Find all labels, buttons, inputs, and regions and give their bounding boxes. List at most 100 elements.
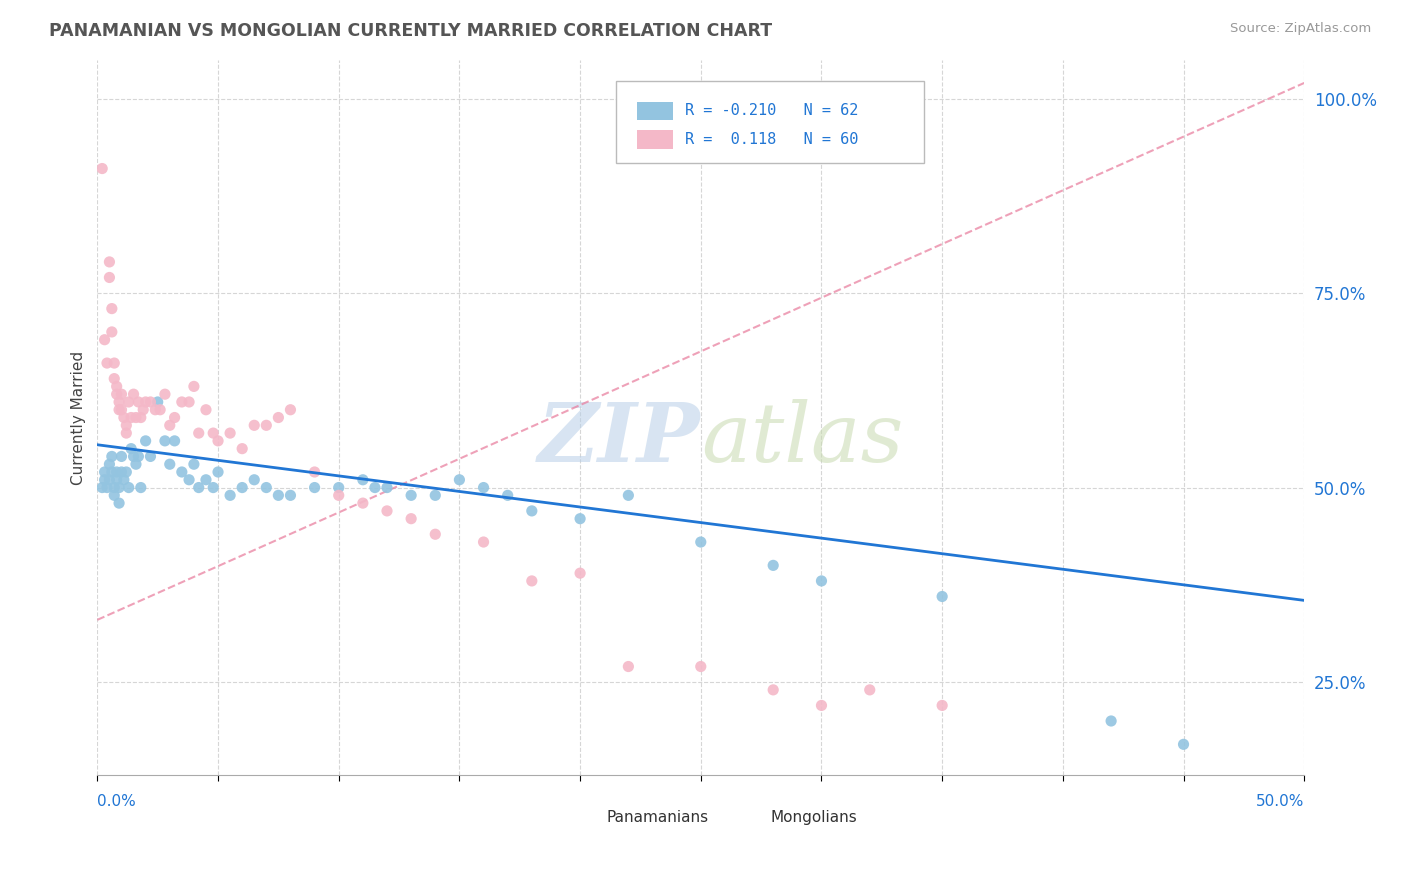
Point [118, 395, 141, 409]
Point [132, 402, 155, 417]
Point [254, 481, 277, 495]
Point [569, 511, 592, 525]
Point [931, 590, 953, 604]
Point [449, 473, 471, 487]
Point [98, 473, 121, 487]
Point [183, 457, 205, 471]
Point [93, 465, 115, 479]
Point [267, 410, 290, 425]
Point [762, 558, 785, 573]
Point [177, 473, 200, 487]
Point [194, 402, 217, 417]
Point [219, 488, 242, 502]
Point [115, 465, 138, 479]
Point [931, 698, 953, 713]
Point [96, 356, 118, 370]
Point [328, 481, 350, 495]
Point [254, 418, 277, 433]
Point [280, 402, 302, 417]
Point [207, 465, 229, 479]
Point [617, 488, 640, 502]
Text: 50.0%: 50.0% [1256, 794, 1305, 809]
Bar [637, 130, 673, 149]
Point [689, 659, 711, 673]
Point [304, 481, 326, 495]
Text: Panamanians: Panamanians [606, 810, 709, 825]
Point [103, 356, 125, 370]
Point [125, 457, 148, 471]
Point [93, 333, 115, 347]
Point [352, 496, 374, 510]
Point [762, 682, 785, 697]
Point [520, 504, 543, 518]
Point [352, 473, 374, 487]
Point [219, 426, 242, 441]
Point [243, 473, 266, 487]
Text: Source: ZipAtlas.com: Source: ZipAtlas.com [1230, 22, 1371, 36]
Point [110, 387, 132, 401]
FancyBboxPatch shape [616, 81, 924, 163]
Point [859, 682, 882, 697]
Point [135, 434, 157, 448]
Point [110, 402, 132, 417]
Point [194, 473, 217, 487]
Point [146, 395, 169, 409]
Point [810, 574, 832, 588]
Point [122, 450, 145, 464]
Point [159, 457, 181, 471]
Point [101, 325, 124, 339]
Text: 0.0%: 0.0% [97, 794, 136, 809]
Text: R = -0.210   N = 62: R = -0.210 N = 62 [685, 103, 859, 118]
Point [129, 481, 152, 495]
Point [125, 410, 148, 425]
Point [110, 450, 132, 464]
Y-axis label: Currently Married: Currently Married [72, 351, 86, 484]
Point [1099, 714, 1122, 728]
Point [153, 434, 176, 448]
Point [120, 410, 142, 425]
Point [98, 457, 121, 471]
Point [207, 434, 229, 448]
Point [103, 371, 125, 385]
Point [105, 379, 128, 393]
Bar [737, 811, 763, 827]
Point [202, 481, 225, 495]
Point [127, 395, 149, 409]
Point [143, 402, 166, 417]
Point [375, 504, 398, 518]
Point [98, 270, 121, 285]
Point [101, 465, 124, 479]
Text: Mongolians: Mongolians [770, 810, 858, 825]
Point [231, 442, 253, 456]
Point [520, 574, 543, 588]
Point [105, 465, 128, 479]
Point [170, 465, 193, 479]
Point [569, 566, 592, 581]
Point [91, 481, 114, 495]
Point [93, 473, 115, 487]
Text: ZIP: ZIP [538, 399, 700, 479]
Point [120, 442, 142, 456]
Point [159, 418, 181, 433]
Point [170, 395, 193, 409]
Point [163, 410, 186, 425]
Point [91, 161, 114, 176]
Point [105, 473, 128, 487]
Point [103, 481, 125, 495]
Point [183, 379, 205, 393]
Bar [637, 102, 673, 120]
Point [496, 488, 519, 502]
Point [98, 255, 121, 269]
Point [689, 535, 711, 549]
Point [187, 426, 209, 441]
Point [810, 698, 832, 713]
Point [149, 402, 172, 417]
Point [153, 387, 176, 401]
Point [243, 418, 266, 433]
Point [139, 395, 162, 409]
Point [1173, 737, 1195, 751]
Point [177, 395, 200, 409]
Point [118, 481, 141, 495]
Bar [574, 811, 600, 827]
Point [425, 527, 447, 541]
